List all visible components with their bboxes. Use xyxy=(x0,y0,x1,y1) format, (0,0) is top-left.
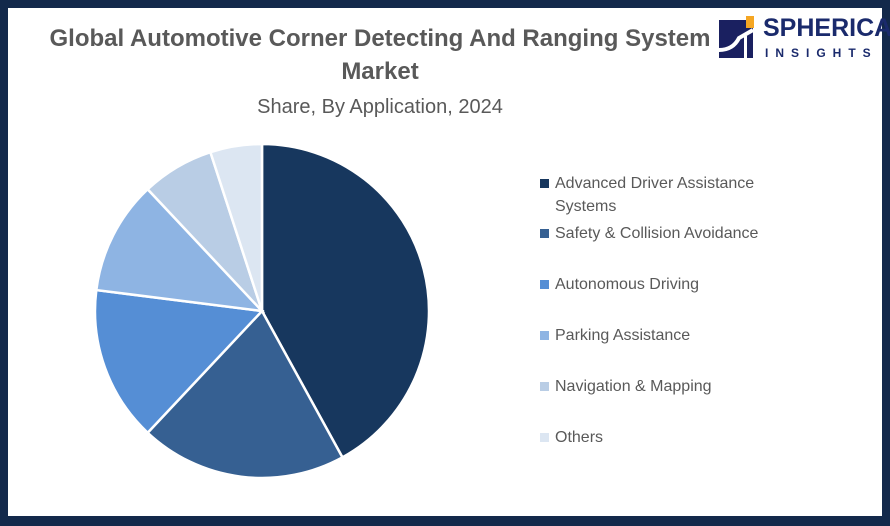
legend-item: Others xyxy=(540,426,603,449)
legend-item: Safety & Collision Avoidance xyxy=(540,222,758,245)
logo-subtext: INSIGHTS xyxy=(765,46,878,60)
legend-label: Others xyxy=(555,429,604,446)
logo-text: SPHERICAL xyxy=(763,14,890,42)
legend-label: Autonomous Driving xyxy=(555,276,700,293)
legend-item: Navigation & Mapping xyxy=(540,375,712,398)
pie-slice-3 xyxy=(93,288,265,435)
chart-subtitle: Share, By Application, 2024 xyxy=(257,96,503,118)
legend-label: Safety & Collision Avoidance xyxy=(555,225,759,242)
logo-mark-icon xyxy=(719,16,754,58)
legend-swatch xyxy=(540,280,549,289)
spherical-insights-logo: SPHERICAL INSIGHTS xyxy=(713,12,890,62)
legend-item: Advanced Driver Assistance Systems xyxy=(540,172,780,218)
legend-swatch xyxy=(540,179,549,188)
legend-swatch xyxy=(540,229,549,238)
pie-slice-2 xyxy=(145,308,345,480)
legend-swatch xyxy=(540,433,549,442)
legend-swatch xyxy=(540,331,549,340)
legend-label: Advanced Driver Assistance Systems xyxy=(555,175,755,215)
pie-slice-4 xyxy=(94,187,266,313)
pie-slice-1 xyxy=(260,142,431,460)
chart-title: Global Automotive Corner Detecting And R… xyxy=(49,25,711,85)
legend-label: Parking Assistance xyxy=(555,327,691,344)
legend-item: Autonomous Driving xyxy=(540,273,699,296)
pie-slice-6 xyxy=(208,142,264,312)
legend-swatch xyxy=(540,382,549,391)
legend-item: Parking Assistance xyxy=(540,324,690,347)
legend-label: Navigation & Mapping xyxy=(555,378,712,395)
